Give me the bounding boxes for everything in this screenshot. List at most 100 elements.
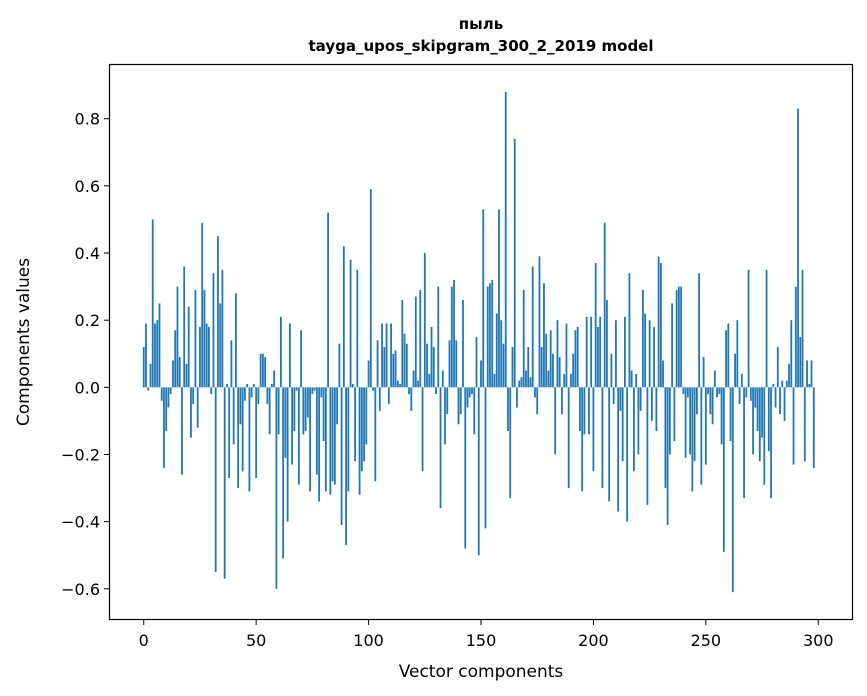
- bar-255: [716, 387, 718, 398]
- bar-219: [635, 373, 638, 388]
- bar-183: [554, 387, 557, 455]
- bar-46: [246, 383, 249, 388]
- bar-28: [205, 323, 208, 388]
- bar-50: [255, 387, 258, 478]
- bar-229: [657, 256, 660, 388]
- y-tick-label: 0.0: [75, 378, 100, 397]
- bar-260: [727, 323, 730, 388]
- bar-166: [516, 387, 518, 408]
- x-tick-label: 50: [246, 631, 266, 650]
- bar-115: [401, 300, 404, 388]
- bar-85: [333, 387, 336, 485]
- bar-198: [588, 387, 590, 435]
- bar-11: [167, 387, 170, 408]
- bar-288: [790, 320, 793, 388]
- bar-282: [776, 347, 779, 388]
- bar-147: [473, 387, 476, 435]
- bar-15: [176, 286, 179, 388]
- bar-165: [513, 138, 516, 388]
- bar-24: [196, 387, 199, 428]
- bar-158: [498, 209, 500, 388]
- bar-221: [639, 387, 642, 411]
- bar-10: [165, 387, 168, 431]
- bar-126: [426, 343, 428, 388]
- bar-74: [309, 387, 312, 492]
- bar-210: [615, 320, 617, 388]
- x-tick-label: 200: [578, 631, 609, 650]
- bar-192: [574, 330, 577, 388]
- bar-276: [763, 387, 766, 485]
- chart-title-line-1: пыль: [459, 15, 503, 33]
- y-tick-label: −0.2: [61, 445, 100, 464]
- bar-235: [671, 303, 674, 388]
- bar-90: [345, 387, 347, 546]
- bar-91: [347, 387, 350, 492]
- bar-53: [262, 353, 264, 388]
- bar-40: [232, 387, 235, 445]
- bar-101: [369, 189, 372, 388]
- bar-18: [183, 266, 186, 388]
- bar-211: [617, 387, 620, 512]
- bar-242: [686, 387, 689, 398]
- bar-189: [567, 387, 570, 489]
- bar-26: [201, 222, 204, 388]
- bar-series: [142, 91, 815, 593]
- bar-273: [756, 387, 759, 431]
- bar-66: [291, 387, 294, 465]
- bar-214: [624, 316, 626, 388]
- bar-224: [646, 387, 649, 505]
- y-tick-label: 0.2: [75, 311, 100, 330]
- bar-180: [547, 370, 550, 388]
- y-tick-label: −0.4: [61, 513, 100, 532]
- bar-202: [597, 326, 599, 388]
- bar-57: [270, 383, 273, 388]
- bar-265: [738, 387, 741, 405]
- bar-36: [223, 387, 226, 579]
- bar-294: [803, 387, 806, 462]
- bar-203: [599, 316, 602, 388]
- bar-160: [502, 343, 505, 388]
- bar-218: [633, 387, 635, 472]
- y-tick-label: −0.6: [61, 580, 100, 599]
- bar-137: [450, 286, 453, 388]
- bar-103: [374, 387, 377, 482]
- bar-212: [619, 387, 622, 411]
- bar-159: [500, 320, 503, 388]
- bar-149: [477, 387, 480, 556]
- bar-261: [729, 387, 732, 442]
- bar-109: [387, 387, 390, 405]
- bar-258: [722, 387, 725, 552]
- bar-217: [630, 370, 633, 388]
- bar-223: [644, 313, 647, 388]
- bar-21: [190, 387, 192, 438]
- bar-257: [720, 387, 723, 445]
- x-tick-label: 250: [691, 631, 722, 650]
- bar-167: [518, 380, 521, 388]
- bar-41: [235, 293, 237, 388]
- bar-9: [163, 387, 165, 468]
- bar-267: [743, 387, 745, 499]
- bar-161: [504, 91, 507, 388]
- bar-59: [275, 387, 278, 589]
- bar-292: [799, 336, 802, 388]
- bar-3: [149, 363, 152, 388]
- bar-120: [412, 370, 415, 388]
- bar-7: [158, 303, 161, 388]
- x-tick-label: 150: [466, 631, 497, 650]
- bar-127: [428, 373, 431, 388]
- bar-152: [484, 387, 487, 529]
- bar-102: [372, 387, 374, 391]
- bar-61: [279, 316, 282, 388]
- bar-80: [322, 387, 325, 442]
- bar-263: [734, 353, 736, 388]
- bar-232: [664, 387, 667, 489]
- bar-72: [304, 387, 307, 431]
- bar-194: [579, 387, 581, 431]
- bar-60: [277, 387, 280, 435]
- bar-208: [610, 353, 613, 388]
- bar-134: [444, 387, 446, 445]
- bar-178: [543, 283, 545, 388]
- bar-122: [417, 380, 419, 388]
- bar-70: [300, 330, 303, 388]
